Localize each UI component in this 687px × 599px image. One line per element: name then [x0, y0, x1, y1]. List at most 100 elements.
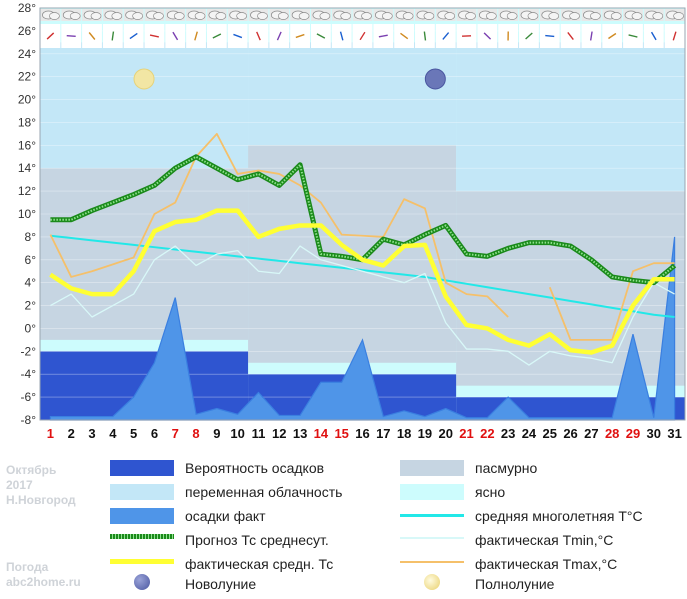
legend-swatch-1: [400, 460, 464, 476]
x-tick-label-6: 6: [151, 426, 158, 441]
cloud-icon: [548, 12, 560, 20]
legend-label-0: Вероятность осадков: [185, 460, 325, 476]
x-tick-label-26: 26: [563, 426, 577, 441]
wind-arrow-icon-6: [149, 34, 159, 38]
y-tick-label-6: 16°: [18, 138, 36, 152]
legend-label-2: переменная облачность: [185, 484, 343, 500]
wind-arrow-icon-26: [567, 32, 574, 40]
cloud-icon: [381, 12, 393, 20]
cloud-icon: [340, 12, 352, 20]
wind-arrow-icon-7: [172, 31, 179, 41]
wind-arrow-icon-4: [111, 31, 115, 41]
x-tick-label-29: 29: [626, 426, 640, 441]
new-moon-icon: [134, 574, 150, 590]
legend-swatch-2: [110, 484, 174, 500]
cloud-icon: [90, 12, 102, 20]
x-tick-label-19: 19: [418, 426, 432, 441]
y-tick-label-8: 12°: [18, 184, 36, 198]
y-tick-label-0: 28°: [18, 1, 36, 15]
cloud-icon: [590, 12, 601, 20]
x-tick-label-1: 1: [47, 426, 54, 441]
y-tick-label-16: -4°: [21, 367, 37, 381]
actual-mean-line: [49, 208, 675, 355]
wind-arrow-icon-28: [608, 32, 617, 40]
x-tick-label-17: 17: [376, 426, 390, 441]
wind-arrow-icon-15: [339, 31, 344, 41]
legend: Вероятность осадков пасмурно переменная …: [0, 455, 687, 599]
wind-arrow-icon-20: [442, 32, 450, 40]
wind-arrow-icon-9: [212, 33, 222, 39]
site-caption: Погода abc2home.ru: [6, 560, 81, 590]
wind-arrow-icon-16: [359, 31, 366, 41]
x-tick-label-14: 14: [314, 426, 329, 441]
cloud-icon: [111, 12, 123, 20]
y-tick-label-18: -8°: [21, 413, 37, 427]
y-tick-label-5: 18°: [18, 115, 36, 129]
site-label-2: abc2home.ru: [6, 575, 81, 589]
cloud-icon: [402, 12, 414, 20]
month-label: Октябрь: [6, 463, 57, 477]
x-tick-label-11: 11: [252, 426, 266, 441]
cloud-icon: [631, 12, 643, 20]
wind-arrow-icon-19: [423, 31, 427, 41]
x-tick-label-2: 2: [68, 426, 75, 441]
cloud-icon: [444, 12, 456, 20]
legend-label-10: Новолуние: [185, 576, 257, 592]
legend-swatch-0: [110, 460, 174, 476]
cloud-band-0: [40, 42, 249, 169]
cloud-icon: [277, 12, 289, 20]
cloud-icon: [361, 12, 372, 20]
x-tick-label-28: 28: [605, 426, 619, 441]
cloud-icon: [423, 12, 435, 20]
legend-label-8: фактическая средн. Тс: [185, 556, 334, 572]
y-tick-label-1: 26°: [18, 24, 36, 38]
site-label-1: Погода: [6, 560, 49, 574]
wind-arrow-icon-10: [233, 33, 243, 39]
city-label: Н.Новгород: [6, 493, 76, 507]
x-tick-label-8: 8: [192, 426, 199, 441]
y-tick-label-3: 22°: [18, 70, 36, 84]
wind-arrow-icon-29: [628, 34, 638, 38]
cloud-icon: [173, 12, 185, 20]
x-tick-label-27: 27: [584, 426, 598, 441]
x-tick-label-18: 18: [397, 426, 411, 441]
wind-arrow-icon-13: [295, 33, 305, 39]
cloud-band-4: [456, 42, 685, 192]
legend-label-7: фактическая Tmin,°C: [475, 532, 614, 548]
cloud-icon: [132, 12, 143, 20]
x-tick-label-22: 22: [480, 426, 494, 441]
cloud-icon: [610, 12, 622, 20]
legend-swatch-6: [110, 534, 174, 539]
cloud-icon: [298, 12, 310, 20]
legend-swatch-8: [110, 559, 174, 564]
new-moon-marker: [424, 68, 446, 90]
y-tick-label-14: 0°: [25, 321, 37, 335]
cloud-icon: [673, 12, 684, 20]
cloud-icon: [569, 12, 580, 20]
wind-arrow-icon-24: [525, 32, 533, 40]
cloud-icon: [652, 12, 664, 20]
legend-label-6: Прогноз Тс среднесут.: [185, 532, 329, 548]
wind-arrow-icon-3: [88, 32, 96, 40]
x-tick-label-7: 7: [172, 426, 179, 441]
cloud-icon: [319, 12, 331, 20]
legend-swatch-7: [400, 537, 464, 539]
x-tick-label-16: 16: [355, 426, 369, 441]
x-tick-label-30: 30: [647, 426, 661, 441]
y-tick-label-7: 14°: [18, 161, 36, 175]
y-tick-label-2: 24°: [18, 47, 36, 61]
legend-swatch-3: [400, 484, 464, 500]
cloud-icon: [215, 12, 227, 20]
x-tick-label-10: 10: [230, 426, 244, 441]
cloud-icon: [527, 12, 539, 20]
x-tick-label-4: 4: [109, 426, 117, 441]
norm-temp-line: [50, 234, 675, 318]
legend-label-1: пасмурно: [475, 460, 538, 476]
wind-arrow-icon-1: [46, 32, 55, 40]
y-tick-label-17: -6°: [21, 390, 37, 404]
precip-actual-area: [49, 236, 676, 421]
wind-arrow-icon-2: [66, 34, 76, 38]
cloud-icon: [236, 12, 248, 20]
cloud-icon: [485, 12, 497, 20]
wind-arrow-icon-31: [672, 31, 677, 41]
